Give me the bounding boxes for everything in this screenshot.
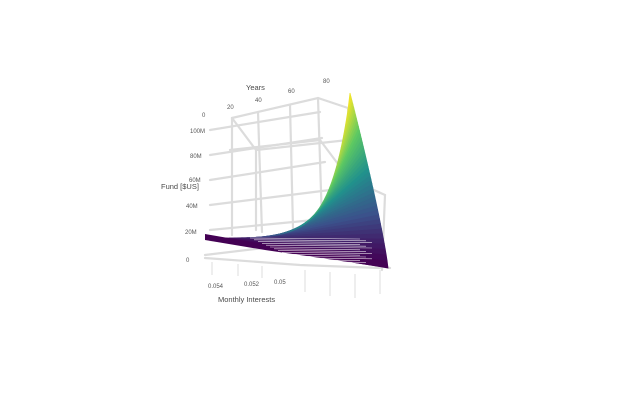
- surface-artifact: [269, 246, 373, 249]
- grid-line-3: [208, 160, 327, 182]
- y-tick-label: 20: [227, 105, 234, 111]
- y-axis-title: Years: [246, 83, 265, 92]
- grid-vert-4: [316, 96, 324, 224]
- surface-artifact: [253, 239, 367, 242]
- surface-artifact: [261, 243, 361, 245]
- x-tick-label: 0.054: [208, 284, 224, 290]
- grid-vert-3: [288, 103, 295, 230]
- grid-line-1: [208, 110, 322, 132]
- grid-diag-2: [254, 138, 350, 152]
- surface-artifact: [301, 261, 367, 263]
- surface-artifact: [257, 241, 373, 243]
- surface-artifact: [285, 253, 361, 256]
- z-tick-label: 80M: [190, 154, 202, 160]
- surface-artifact: [249, 237, 361, 240]
- surface-strip: [347, 92, 352, 112]
- grid-floor-1: [203, 256, 382, 270]
- z-tick-label: 100M: [190, 129, 205, 135]
- grid-vert-2: [256, 110, 264, 234]
- x-tick-label: 0.05: [274, 280, 286, 286]
- surface-artifact: [297, 259, 361, 261]
- y-tick-label: 80: [323, 79, 330, 85]
- surface-artifact: [281, 252, 373, 254]
- surface-artifact: [273, 248, 361, 251]
- surface-artifact: [265, 244, 367, 247]
- y-tick-label: 60: [288, 89, 295, 95]
- z-axis-title: Fund [$US]: [161, 182, 199, 191]
- surface-layer: [204, 92, 389, 269]
- y-tick-label: 40: [255, 98, 262, 104]
- surface-artifact: [293, 257, 373, 260]
- z-tick-label: 60M: [189, 178, 201, 184]
- grid-line-4: [208, 188, 332, 207]
- z-tick-label: 20M: [185, 230, 197, 236]
- z-tick-label: 0: [186, 258, 190, 264]
- y-tick-label: 0: [202, 113, 206, 119]
- z-tick-label: 40M: [186, 204, 198, 210]
- surface-artifact: [289, 255, 367, 258]
- surface-artifact: [277, 250, 367, 252]
- x-tick-label: 0.052: [244, 282, 260, 288]
- x-axis-title: Monthly Interests: [218, 295, 275, 304]
